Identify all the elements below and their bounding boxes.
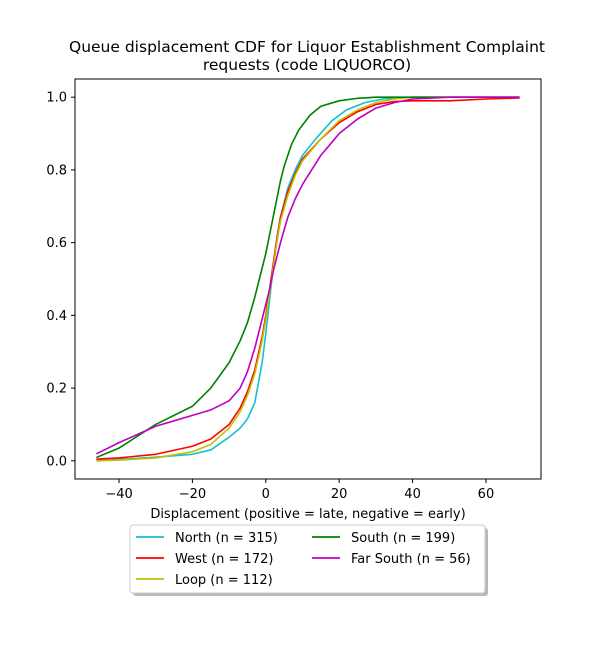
x-tick-label: −40 (105, 487, 132, 502)
legend-label-0: North (n = 315) (175, 531, 278, 546)
y-tick-label: 0.6 (46, 236, 67, 251)
y-tick-label: 0.2 (46, 382, 67, 397)
series-line-0 (96, 96, 520, 461)
y-axis: 0.0 0.2 0.4 0.6 0.8 1.0 (46, 91, 75, 469)
series-line-3 (96, 96, 520, 458)
y-tick-label: 0.0 (46, 454, 67, 469)
series-line-1 (96, 97, 520, 460)
series-line-4 (96, 96, 520, 455)
plot-area (96, 96, 520, 462)
x-axis-label: Displacement (positive = late, negative … (150, 507, 465, 522)
y-tick-label: 0.8 (46, 163, 67, 178)
x-tick-label: 20 (331, 487, 348, 502)
x-tick-label: 60 (478, 487, 495, 502)
x-axis: −40 −20 0 20 40 60 (105, 479, 494, 502)
chart-title-line-1: Queue displacement CDF for Liquor Establ… (69, 38, 545, 56)
y-tick-label: 1.0 (46, 91, 67, 106)
x-tick-label: 0 (262, 487, 270, 502)
chart-title: Queue displacement CDF for Liquor Establ… (69, 38, 545, 74)
y-tick-label: 0.4 (46, 309, 67, 324)
chart-title-line-2: requests (code LIQUORCO) (203, 56, 411, 74)
legend: North (n = 315) West (n = 172) Loop (n = 1… (129, 524, 488, 596)
legend-label-4: Far South (n = 56) (351, 552, 471, 567)
x-tick-label: −20 (179, 487, 206, 502)
x-tick-label: 40 (404, 487, 421, 502)
plot-frame (74, 78, 542, 480)
legend-label-1: West (n = 172) (175, 552, 273, 567)
series-line-2 (96, 96, 520, 462)
legend-frame (129, 524, 486, 594)
legend-label-3: South (n = 199) (351, 531, 455, 546)
legend-label-2: Loop (n = 112) (175, 573, 273, 588)
